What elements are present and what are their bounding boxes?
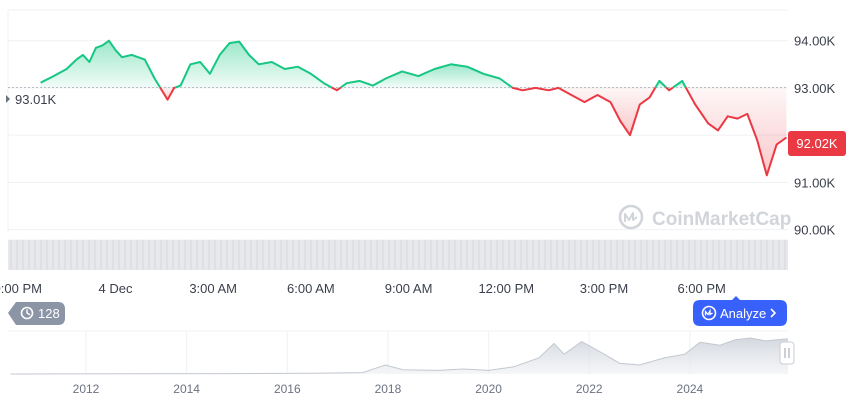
x-tick-label: 3:00 AM xyxy=(189,281,237,296)
price-segment-down xyxy=(511,86,657,137)
watermark-text: CoinMarketCap xyxy=(652,209,791,230)
range-navigator xyxy=(8,330,789,375)
x-tick-label: 3:00 PM xyxy=(580,281,628,296)
price-segment-up xyxy=(654,79,667,89)
navigator-year-label: 2024 xyxy=(677,382,704,396)
x-tick-label: 6:00 AM xyxy=(287,281,335,296)
coinmarketcap-logo-icon xyxy=(618,204,644,230)
y-tick-label: 91.00K xyxy=(794,175,836,190)
area-above-baseline xyxy=(175,41,332,88)
navigator-year-ticks: 2012 2014 2016 2018 2020 2022 2024 xyxy=(73,382,704,396)
y-tick-label: 93.00K xyxy=(794,81,836,96)
history-clock-icon xyxy=(20,306,34,320)
coinmarketcap-watermark: CoinMarketCap xyxy=(618,204,791,230)
navigator-year-label: 2016 xyxy=(274,382,301,396)
current-price-tag: 92.02K xyxy=(788,131,846,156)
current-price-label: 92.02K xyxy=(796,136,838,151)
navigator-handle[interactable] xyxy=(779,341,795,365)
chevron-right-icon xyxy=(770,308,777,318)
y-tick-label: 90.00K xyxy=(794,223,836,238)
baseline-label: 93.01K xyxy=(15,92,57,107)
volume-band xyxy=(8,239,788,270)
area-below-baseline xyxy=(512,87,656,136)
x-tick-label: 12:00 PM xyxy=(478,281,534,296)
navigator-year-label: 2022 xyxy=(576,382,603,396)
area-above-baseline xyxy=(40,40,161,88)
y-tick-label: 94.00K xyxy=(794,34,836,49)
price-segment-up xyxy=(175,40,333,89)
history-badge-count: 128 xyxy=(38,306,60,321)
grid-lines xyxy=(7,9,788,232)
x-tick-label: 4 Dec xyxy=(98,281,132,296)
navigator-area xyxy=(10,338,788,374)
price-area-fill xyxy=(40,40,787,176)
price-segment-up xyxy=(672,79,687,89)
price-segment-down xyxy=(159,86,176,101)
price-segment-up xyxy=(340,63,513,89)
x-axis-ticks: 9:00 PM 4 Dec 3:00 AM 6:00 AM 9:00 AM 12:00 P… xyxy=(0,281,726,296)
volume-bars xyxy=(8,239,788,270)
navigator-year-label: 2018 xyxy=(375,382,402,396)
analyze-button[interactable]: Analyze xyxy=(693,296,787,326)
navigator-year-label: 2014 xyxy=(173,382,200,396)
navigator-year-label: 2012 xyxy=(73,382,100,396)
history-badge[interactable]: 128 xyxy=(8,302,65,325)
x-tick-label: 9:00 AM xyxy=(385,281,433,296)
navigator-line xyxy=(10,337,789,375)
price-line xyxy=(40,39,787,177)
price-segment-down xyxy=(684,87,787,177)
navigator-year-label: 2020 xyxy=(475,382,502,396)
analyze-label: Analyze xyxy=(720,306,766,321)
price-segment-up xyxy=(40,39,161,89)
analyze-logo-icon xyxy=(701,305,717,321)
area-above-baseline xyxy=(340,64,513,88)
baseline-marker: 93.01K xyxy=(6,92,57,107)
x-tick-label: 6:00 PM xyxy=(677,281,725,296)
x-tick-label: 9:00 PM xyxy=(0,281,42,296)
price-segment-down xyxy=(331,86,342,92)
baseline-pointer-icon xyxy=(6,95,10,103)
price-segment-down xyxy=(665,86,674,92)
